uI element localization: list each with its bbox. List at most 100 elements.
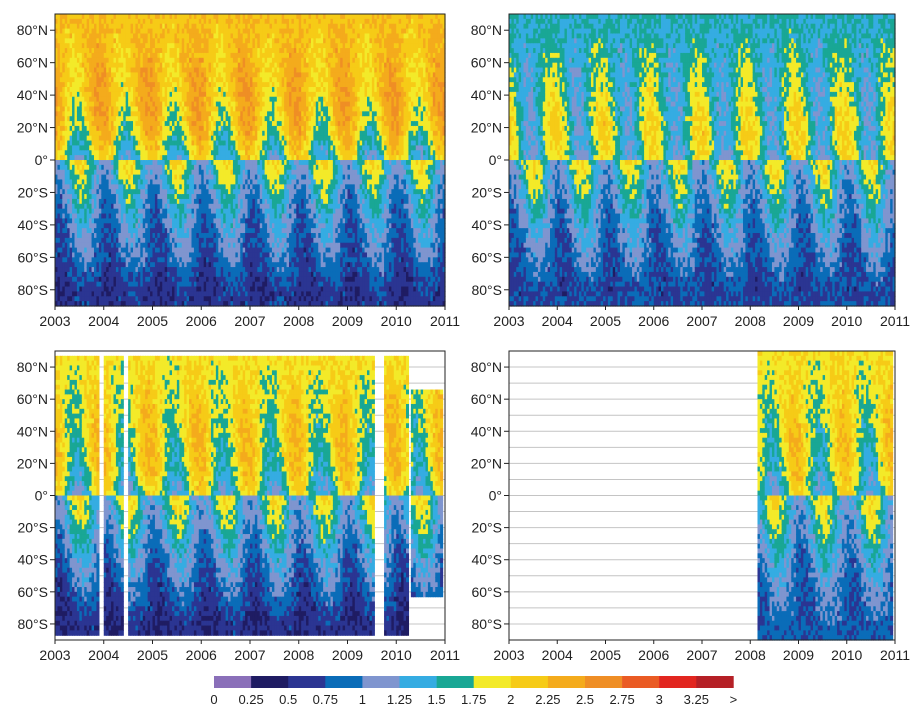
heatmap-cell <box>72 223 76 229</box>
heatmap-cell <box>69 203 73 210</box>
heatmap-cell <box>59 194 63 200</box>
heatmap-cell <box>79 184 83 190</box>
heatmap-cell <box>135 242 139 249</box>
heatmap-cell <box>140 276 144 283</box>
heatmap-cell <box>57 43 61 49</box>
heatmap-cell <box>98 43 102 49</box>
heatmap-cell <box>130 77 134 83</box>
heatmap-cell <box>84 106 88 112</box>
heatmap-cell <box>84 72 88 78</box>
heatmap-cell <box>84 233 88 239</box>
heatmap-cell <box>59 296 63 302</box>
heatmap-cell <box>98 48 102 54</box>
heatmap-cell <box>76 67 80 73</box>
heatmap-cell <box>137 38 141 44</box>
heatmap-cell <box>140 208 144 215</box>
heatmap-cell <box>133 179 137 185</box>
heatmap-cell <box>135 91 139 98</box>
heatmap-cell <box>120 135 124 142</box>
heatmap-cell <box>55 38 59 44</box>
heatmap-cell <box>91 184 95 190</box>
heatmap-cell <box>81 198 85 205</box>
heatmap-cell <box>172 223 176 229</box>
heatmap-cell <box>159 262 163 268</box>
heatmap-cell <box>57 301 61 307</box>
heatmap-cell <box>72 164 76 171</box>
heatmap-cell <box>81 52 85 59</box>
heatmap-cell <box>172 125 176 132</box>
heatmap-cell <box>150 203 154 210</box>
heatmap-cell <box>174 286 178 292</box>
heatmap-cell <box>123 237 127 244</box>
heatmap-cell <box>137 281 141 288</box>
heatmap-cell <box>174 252 178 258</box>
heatmap-cell <box>181 14 185 20</box>
heatmap-cell <box>157 116 161 122</box>
heatmap-cell <box>186 111 190 117</box>
heatmap-cell <box>133 14 137 20</box>
heatmap-cell <box>113 101 117 108</box>
heatmap-cell <box>137 208 141 215</box>
heatmap-cell <box>120 179 124 185</box>
heatmap-cell <box>181 106 185 112</box>
heatmap-cell <box>123 52 127 59</box>
heatmap-cell <box>174 198 178 205</box>
heatmap-cell <box>108 48 112 54</box>
heatmap-cell <box>130 43 134 49</box>
heatmap-cell <box>72 218 76 224</box>
heatmap-cell <box>111 52 115 59</box>
heatmap-cell <box>118 140 122 146</box>
heatmap-cell <box>79 116 83 122</box>
heatmap-cell <box>157 169 161 176</box>
heatmap-cell <box>86 203 90 210</box>
heatmap-cell <box>69 237 73 244</box>
heatmap-cell <box>59 23 63 30</box>
heatmap-cell <box>162 33 166 39</box>
heatmap-cell <box>174 281 178 288</box>
heatmap-cell <box>179 87 183 93</box>
heatmap-cell <box>59 77 63 83</box>
heatmap-cell <box>113 237 117 244</box>
heatmap-cell <box>101 67 105 73</box>
heatmap-cell <box>106 23 110 30</box>
heatmap-cell <box>59 96 63 103</box>
heatmap-cell <box>64 301 68 307</box>
heatmap-cell <box>186 194 190 200</box>
heatmap-cell <box>154 111 158 117</box>
heatmap-cell <box>67 267 71 273</box>
heatmap-cell <box>86 28 90 35</box>
heatmap-cell <box>103 208 107 215</box>
heatmap-cell <box>69 91 73 98</box>
heatmap-cell <box>69 116 73 122</box>
heatmap-cell <box>172 286 176 292</box>
heatmap-cell <box>167 101 171 108</box>
heatmap-cell <box>69 38 73 44</box>
heatmap-cell <box>89 28 93 35</box>
heatmap-cell <box>98 135 102 142</box>
heatmap-cell <box>147 247 151 254</box>
heatmap-cell <box>145 87 149 93</box>
heatmap-cell <box>84 276 88 283</box>
heatmap-cell <box>164 286 168 292</box>
heatmap-cell <box>67 291 71 297</box>
heatmap-cell <box>55 111 59 117</box>
heatmap-cell <box>164 43 168 49</box>
heatmap-cell <box>174 184 178 190</box>
heatmap-cell <box>184 301 188 307</box>
heatmap-cell <box>164 57 168 64</box>
heatmap-cell <box>72 194 76 200</box>
heatmap-cell <box>98 18 102 25</box>
heatmap-cell <box>145 57 149 64</box>
heatmap-cell <box>57 67 61 73</box>
heatmap-cell <box>118 101 122 108</box>
heatmap-cell <box>123 169 127 176</box>
heatmap-cell <box>81 140 85 146</box>
heatmap-cell <box>174 111 178 117</box>
heatmap-cell <box>94 67 98 73</box>
heatmap-cell <box>72 87 76 93</box>
heatmap-cell <box>140 262 144 268</box>
heatmap-cell <box>67 276 71 283</box>
heatmap-cell <box>64 247 68 254</box>
heatmap-cell <box>74 174 78 181</box>
heatmap-cell <box>72 155 76 161</box>
